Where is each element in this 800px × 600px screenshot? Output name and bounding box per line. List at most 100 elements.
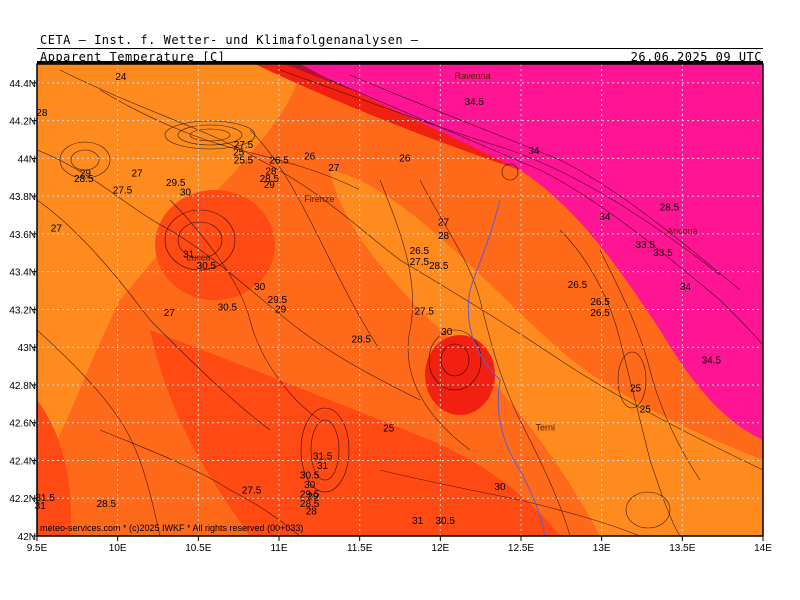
contour-value-label: 31 [35,501,47,512]
contour-ring [189,128,231,142]
contour-value-label: 27 [438,218,450,229]
contour-value-label: 33.5 [653,248,673,259]
contour-value-label: 27.5 [414,306,434,317]
contour-value-label: 27.5 [410,257,430,268]
y-tick-label: 43.2N [9,305,36,316]
contour-value-label: 30 [441,327,453,338]
contour-value-label: 25 [640,405,652,416]
contour-line [349,74,741,291]
contour-value-label: 28 [36,108,48,119]
contour-value-label: 27 [164,308,176,319]
contour-value-label: 28.5 [660,202,680,213]
contour-value-label: 26.5 [410,246,430,257]
y-tick-label: 42N [18,532,36,543]
contour-line [99,429,301,536]
contour-value-label: 27 [328,163,340,174]
x-tick-label: 12E [431,543,449,554]
y-tick-label: 42.2N [9,494,36,505]
x-tick-label: 11.5E [347,543,373,554]
parameter-label: Apparent Temperature [C] [40,50,226,64]
contour-value-label: 28.5 [97,499,117,510]
contour-value-label: 25 [630,384,642,395]
contour-value-label: 26.5 [590,308,610,319]
contour-value-label: 34 [528,146,540,157]
contour-ring [617,351,647,409]
contour-value-label: 25 [383,423,395,434]
contour-line [379,179,471,451]
contour-value-label: 30 [494,482,506,493]
contour-value-label: 26.5 [590,297,610,308]
contour-value-label: 34.5 [464,97,484,108]
x-tick-label: 9.5E [27,543,48,554]
contour-value-label: 30.5 [197,261,217,272]
x-tick-label: 11E [270,543,287,554]
y-tick-label: 43.4N [9,268,36,279]
header-divider [37,48,763,49]
contour-value-label: 28.5 [429,261,449,272]
y-tick-label: 43N [18,343,36,354]
contour-value-label: 30.5 [218,303,238,314]
contour-value-label: 28.5 [352,335,372,346]
contour-ring [625,491,671,529]
contour-value-label: 28.5 [260,174,280,185]
contour-value-label: 27.5 [113,185,133,196]
contour-value-label: 29.5 [268,295,288,306]
contour-value-label: 26.5 [568,280,588,291]
provider-title: CETA — Inst. f. Wetter- und Klimafolgena… [40,33,419,47]
contour-value-label: 27.5 [234,140,254,151]
contour-value-label: 34.5 [702,355,722,366]
contour-ring [501,163,519,181]
contour-value-label: 30.5 [300,471,320,482]
contour-value-label: 31.5 [313,452,333,463]
contour-value-label: 30.5 [435,516,455,527]
x-tick-label: 10E [109,543,127,554]
x-tick-label: 14E [754,543,772,554]
contour-line [419,179,571,536]
contour-value-label: 27 [51,223,63,234]
contour-value-label: 30 [254,282,266,293]
y-tick-label: 42.8N [9,381,36,392]
city-label: Ancona [667,226,698,236]
contour-value-label: 29 [275,304,287,315]
x-tick-label: 10.5E [185,543,211,554]
contour-value-label: 28.5 [300,499,320,510]
contour-line [329,79,763,346]
city-label: Terni [535,422,555,432]
contour-ring [70,149,100,171]
contour-value-label: 33.5 [635,240,655,251]
fill-extreme-north [300,64,763,270]
fill-warm-west [155,190,275,300]
contour-value-label: 28 [306,506,318,517]
contour-value-label: 26 [399,153,411,164]
contour-ring [164,120,256,150]
x-tick-label: 13.5E [669,543,695,554]
contour-value-label: 26.5 [269,155,289,166]
copyright-notice: meteo-services.com * (c)2025 IWKF * All … [40,523,303,533]
contour-value-label: 28 [265,167,277,178]
contour-ring [428,329,482,391]
contour-value-label: 29.5 [300,489,320,500]
contour-value-label: 29 [264,180,276,191]
x-tick-label: 13E [593,543,611,554]
y-tick-label: 42.6N [9,419,36,430]
contour-line [279,69,721,276]
fill-cool-east [330,170,763,536]
top-bar [37,61,763,64]
contour-value-label: 25.5 [234,155,254,166]
contour-line [249,129,381,351]
city-label: Lucca [186,252,210,262]
fill-warm-coast [37,400,71,536]
contour-value-label: 31.5 [35,493,55,504]
y-tick-label: 44.4N [9,79,36,90]
contour-value-label: 29 [80,169,92,180]
contour-line [99,89,361,191]
contour-ring [310,419,340,481]
city-label: Ravenna [455,71,491,81]
y-tick-label: 43.6N [9,230,36,241]
contour-value-label: 28.5 [74,174,94,185]
contour-line [37,329,161,536]
x-tick-label: 12.5E [508,543,534,554]
contour-value-label: 31 [183,250,195,261]
contour-value-label: 31 [412,516,424,527]
